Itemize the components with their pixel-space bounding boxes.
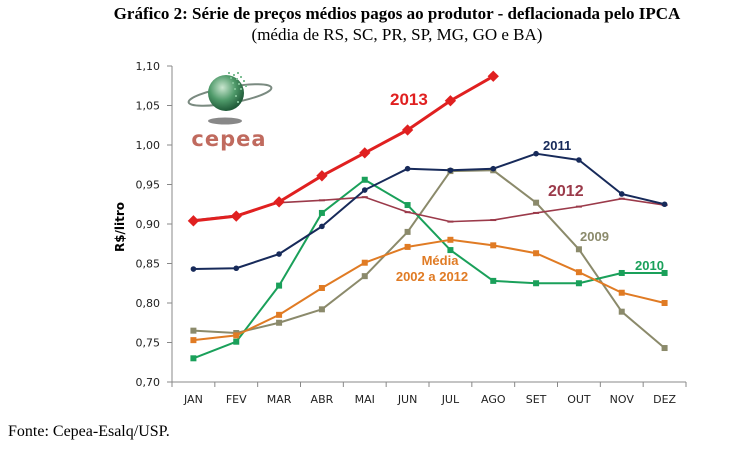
x-tick-label: JAN [183, 393, 203, 406]
data-point [233, 265, 240, 272]
y-tick-label: 0,85 [136, 258, 161, 271]
data-point [661, 201, 668, 208]
data-point [576, 157, 582, 163]
data-point [404, 228, 411, 235]
data-point [190, 266, 197, 272]
series-line [193, 152, 665, 271]
data-point [276, 311, 283, 318]
chart-title: Gráfico 2: Série de preços médios pagos … [113, 4, 681, 23]
series-line [193, 238, 665, 342]
data-point [533, 280, 540, 287]
data-point [359, 147, 371, 159]
x-tick-label: MAI [355, 393, 375, 406]
logo-shadow-icon [208, 117, 242, 125]
x-tick-label: JUN [397, 393, 418, 406]
data-point [276, 319, 283, 326]
series-line [193, 178, 665, 360]
cepea-logo: cepea [187, 72, 273, 151]
y-tick-label: 0,75 [136, 337, 161, 350]
data-point [661, 300, 668, 306]
data-point [575, 269, 582, 276]
data-point [404, 243, 411, 250]
data-point [190, 327, 197, 334]
chart-subtitle: (média de RS, SC, PR, SP, MG, GO e BA) [251, 25, 543, 44]
y-tick-label: 0,95 [136, 179, 161, 192]
series-label-2012: 2012 [548, 183, 584, 200]
data-point [447, 236, 454, 243]
data-point [318, 306, 325, 313]
x-tick-label: OUT [567, 393, 591, 406]
x-tick-label: JUL [441, 393, 460, 406]
data-point [361, 187, 368, 193]
data-point [575, 280, 582, 287]
y-tick-label: 0,70 [136, 376, 161, 389]
series-2010 [190, 176, 668, 362]
y-tick-label: 1,00 [136, 139, 161, 152]
y-tick-label: 1,10 [136, 60, 161, 73]
x-tick-label: NOV [610, 393, 635, 406]
data-point [361, 259, 368, 266]
data-point [318, 209, 325, 216]
x-tick-label: SET [526, 393, 547, 406]
data-point [533, 250, 540, 257]
series-label-2013: 2013 [390, 90, 428, 109]
y-tick-label: 0,90 [136, 218, 161, 231]
x-tick-label: DEZ [653, 393, 676, 406]
y-tick-label: 0,80 [136, 297, 161, 310]
data-point [661, 269, 668, 276]
series-m-dia-2002-a-2012 [190, 236, 668, 344]
data-point [533, 199, 540, 206]
data-point [618, 269, 625, 276]
source-note: Fonte: Cepea-Esalq/USP. [8, 423, 170, 440]
series-label-2010: 2010 [635, 258, 664, 273]
data-point [575, 246, 582, 253]
data-point [318, 284, 325, 291]
data-point [447, 167, 454, 174]
series-label-media-range: 2002 a 2012 [396, 269, 468, 284]
data-point [319, 223, 325, 230]
data-point [276, 282, 283, 289]
data-point [533, 150, 539, 157]
series-line [193, 74, 494, 223]
series-label-2009: 2009 [580, 229, 609, 244]
data-point [490, 242, 497, 249]
y-axis-label: R$/litro [113, 202, 127, 252]
data-point [404, 202, 411, 209]
data-point [273, 196, 285, 208]
data-point [187, 215, 200, 227]
data-point [490, 165, 497, 172]
data-point [316, 170, 328, 182]
series-line [193, 169, 666, 349]
series-2013 [187, 70, 499, 227]
series-label-2011: 2011 [543, 138, 571, 153]
data-point [276, 251, 282, 257]
data-point [230, 210, 242, 222]
x-tick-label: AGO [481, 393, 506, 406]
y-tick-label: 1,05 [136, 100, 161, 113]
data-point [190, 337, 197, 344]
data-point [404, 165, 411, 172]
data-point [361, 176, 368, 183]
x-tick-label: FEV [226, 393, 247, 406]
data-point [361, 273, 368, 280]
data-point [233, 338, 240, 345]
data-point [447, 247, 454, 254]
logo-dots-icon [228, 72, 247, 103]
data-point [618, 191, 625, 197]
x-tick-label: MAR [267, 393, 292, 406]
data-point [618, 289, 625, 296]
logo-text: cepea [191, 127, 266, 151]
data-point [661, 345, 668, 352]
data-point [190, 355, 197, 362]
series-2011 [190, 150, 668, 272]
data-point [490, 277, 497, 284]
logo-globe-icon [208, 75, 244, 111]
data-point [233, 332, 240, 339]
series-label-media: Média [422, 253, 460, 268]
x-tick-label: ABR [311, 393, 334, 406]
data-point [618, 308, 625, 315]
